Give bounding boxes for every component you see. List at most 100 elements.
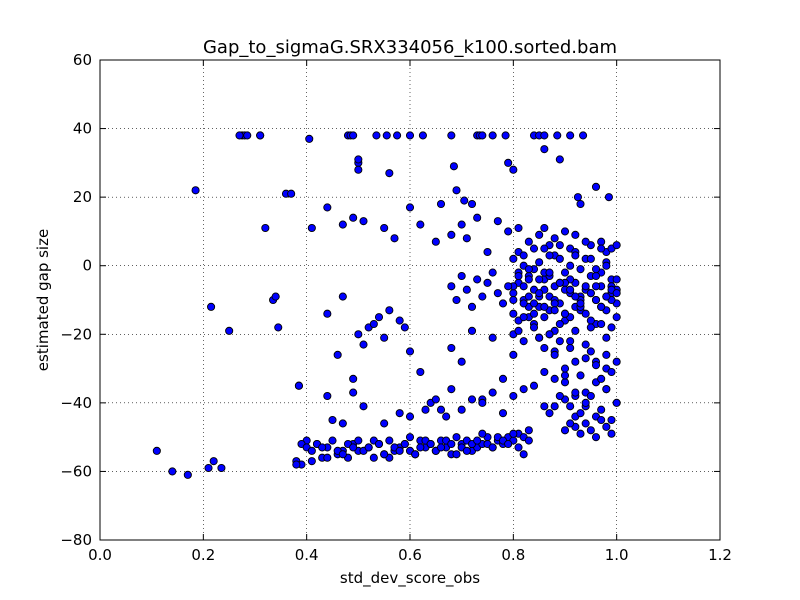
data-point	[571, 357, 580, 366]
data-point	[460, 196, 469, 205]
data-point	[457, 220, 466, 229]
data-point	[581, 398, 590, 407]
data-point	[364, 443, 373, 452]
data-point	[168, 467, 177, 476]
data-point	[519, 337, 528, 346]
data-point	[571, 251, 580, 260]
data-point	[452, 450, 461, 459]
data-point	[467, 199, 477, 209]
data-point	[504, 282, 513, 291]
data-point	[602, 333, 611, 342]
data-point	[349, 213, 358, 222]
data-point	[586, 347, 595, 356]
data-point	[209, 457, 218, 466]
data-point	[436, 199, 446, 209]
data-point	[354, 436, 363, 445]
data-point	[519, 299, 528, 308]
x-tick-label: 0.8	[501, 546, 525, 564]
data-point	[498, 299, 508, 308]
data-point	[385, 306, 394, 315]
data-point	[555, 155, 564, 164]
data-point	[576, 199, 585, 209]
data-point	[225, 326, 234, 335]
data-point	[385, 436, 394, 445]
data-point	[318, 443, 327, 452]
data-point	[591, 182, 601, 191]
data-point	[452, 433, 461, 442]
data-point	[602, 350, 611, 359]
data-point	[217, 463, 226, 473]
data-point	[447, 282, 456, 291]
data-point	[524, 436, 533, 445]
data-point	[405, 131, 415, 140]
data-point	[581, 237, 590, 246]
data-point	[191, 186, 200, 195]
data-point	[431, 395, 440, 404]
data-point	[555, 319, 564, 329]
data-point	[382, 131, 391, 140]
data-point	[566, 261, 575, 270]
data-point	[560, 227, 570, 236]
data-point	[307, 223, 316, 233]
data-point	[380, 223, 389, 233]
data-point	[519, 450, 528, 459]
data-point	[305, 134, 314, 143]
data-point	[457, 405, 466, 414]
data-point	[416, 220, 425, 229]
data-point	[529, 244, 539, 253]
data-point	[374, 313, 384, 322]
data-point	[478, 398, 487, 407]
y-tick-label: 40	[73, 120, 92, 138]
data-point	[473, 213, 482, 222]
data-point	[462, 446, 471, 455]
data-point	[338, 419, 347, 428]
data-point	[359, 217, 368, 226]
data-point	[555, 278, 564, 287]
data-point	[447, 343, 456, 353]
data-point	[576, 265, 585, 274]
data-point	[576, 371, 585, 380]
data-point	[207, 302, 216, 311]
data-point	[442, 412, 451, 421]
data-point	[540, 402, 549, 411]
data-point	[597, 237, 606, 246]
data-point	[566, 131, 575, 140]
data-point	[338, 450, 347, 459]
data-point	[447, 131, 456, 140]
data-point	[478, 292, 487, 301]
data-point	[359, 340, 368, 349]
y-tick-labels: −80 −60 −40 −20 0 20 40 60	[60, 51, 92, 549]
data-point	[467, 302, 477, 311]
data-point	[395, 409, 404, 418]
data-point	[612, 241, 621, 250]
data-point	[323, 203, 332, 212]
data-point	[416, 443, 425, 452]
data-point	[604, 193, 613, 202]
data-point	[307, 446, 316, 455]
data-point	[447, 230, 456, 239]
data-point	[323, 453, 332, 462]
data-point	[519, 313, 528, 322]
data-point	[545, 330, 554, 339]
data-point	[457, 357, 466, 366]
y-tick-label: −40	[60, 394, 92, 412]
data-points	[152, 131, 621, 479]
data-point	[380, 333, 389, 342]
data-point	[504, 439, 513, 449]
data-point	[581, 340, 590, 349]
data-point	[478, 131, 487, 140]
data-point	[586, 254, 595, 263]
data-point	[338, 220, 347, 229]
data-point	[418, 131, 427, 140]
data-point	[509, 295, 518, 305]
data-point	[447, 439, 456, 449]
data-point	[349, 388, 358, 397]
data-point	[524, 426, 533, 435]
data-point	[591, 295, 601, 305]
data-point	[395, 316, 404, 325]
data-point	[333, 350, 342, 359]
data-point	[571, 292, 580, 301]
data-point	[576, 429, 585, 438]
y-tick-label: 60	[73, 51, 92, 69]
data-point	[591, 265, 601, 274]
